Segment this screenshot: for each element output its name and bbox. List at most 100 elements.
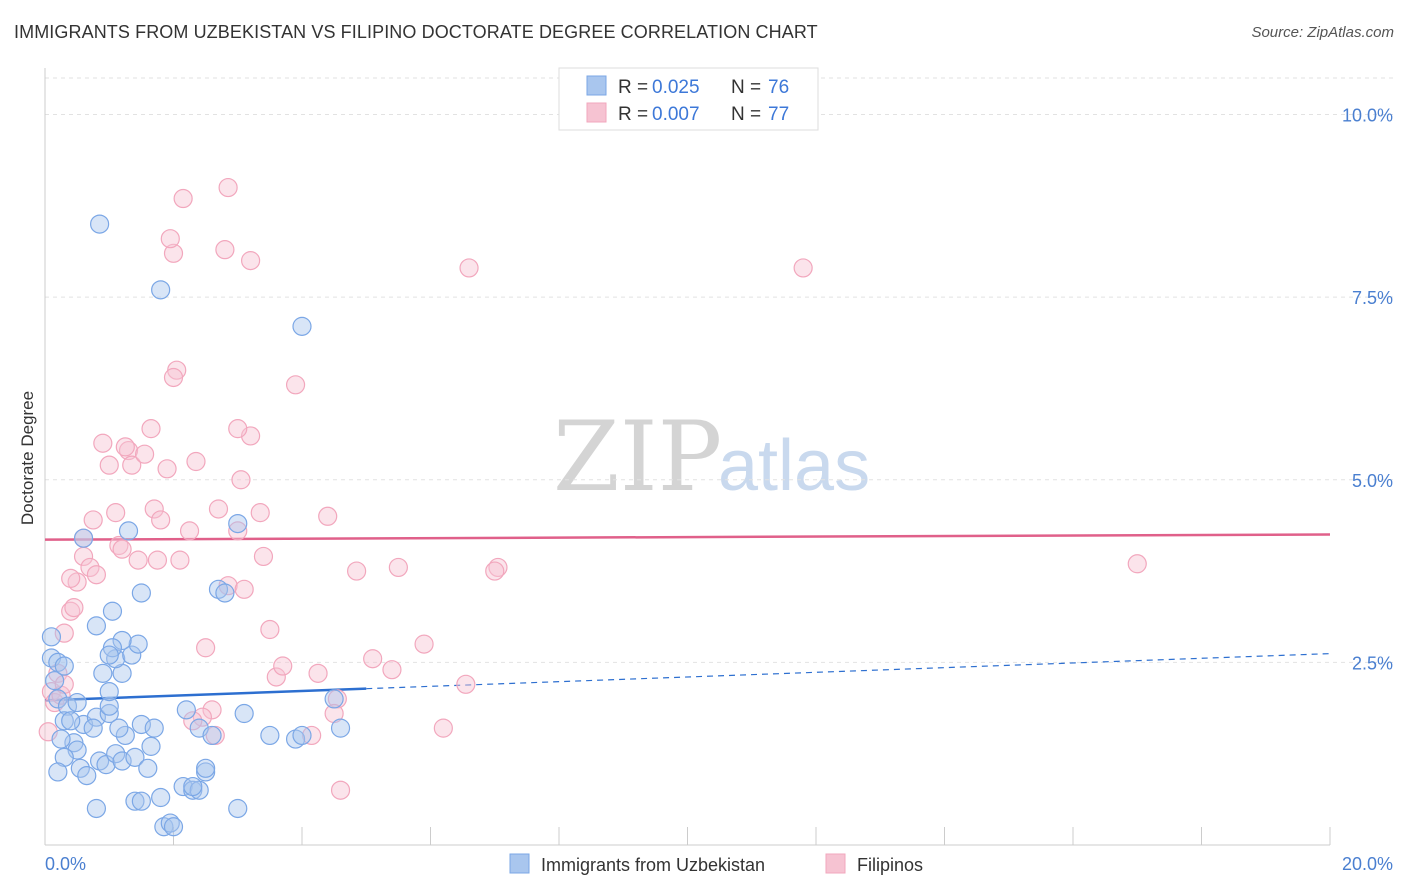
point-uzbekistan [90, 751, 110, 771]
point-uzbekistan [285, 729, 306, 749]
point-filipinos [231, 470, 251, 490]
point-filipinos [106, 503, 126, 523]
point-uzbekistan [118, 521, 139, 541]
point-uzbekistan [57, 696, 78, 716]
axes: 2.5% 5.0% 7.5% 10.0% 0.0% 20.0% [44, 68, 1393, 874]
point-filipinos [228, 419, 248, 439]
point-filipinos [208, 499, 229, 519]
legend-n-label: N = [731, 77, 761, 98]
point-uzbekistan [160, 813, 180, 833]
source-credit: Source: ZipAtlas.com [1251, 24, 1394, 41]
point-filipinos [192, 707, 213, 727]
point-filipinos [253, 546, 274, 567]
legend-n-value: 76 [768, 77, 789, 98]
point-filipinos [86, 565, 107, 585]
point-uzbekistan [99, 681, 119, 702]
point-filipinos [186, 451, 206, 472]
point-uzbekistan [154, 817, 174, 837]
point-uzbekistan [183, 776, 203, 797]
point-uzbekistan [51, 729, 71, 749]
point-uzbekistan [228, 513, 248, 534]
point-uzbekistan [54, 711, 74, 731]
point-filipinos [163, 243, 184, 263]
watermark: ZIP atlas [553, 401, 870, 513]
point-uzbekistan [86, 616, 107, 636]
point-filipinos [134, 444, 155, 464]
point-filipinos [144, 499, 164, 519]
y-tick-label: 7.5% [1352, 288, 1393, 308]
legend-swatch-filipinos [586, 102, 607, 123]
point-filipinos [302, 725, 322, 746]
point-filipinos [388, 557, 408, 578]
point-uzbekistan [144, 718, 164, 738]
point-filipinos [234, 579, 254, 599]
point-filipinos [433, 718, 453, 738]
point-uzbekistan [260, 725, 280, 746]
point-uzbekistan [93, 663, 113, 683]
point-uzbekistan [208, 579, 229, 599]
point-filipinos [67, 572, 87, 592]
point-filipinos [183, 711, 203, 731]
bottom-legend-label-uzbekistan: Immigrants from Uzbekistan [541, 855, 765, 875]
bottom-legend-swatch-uzbekistan [509, 853, 530, 874]
point-filipinos [363, 649, 383, 669]
point-uzbekistan [125, 791, 145, 811]
point-filipinos [260, 619, 280, 640]
x-tick-label: 20.0% [1342, 854, 1393, 874]
point-filipinos [83, 510, 103, 530]
point-filipinos [250, 503, 270, 523]
watermark-zip: ZIP [553, 401, 722, 513]
point-filipinos [160, 229, 180, 249]
legend-swatch-uzbekistan [586, 75, 607, 96]
point-filipinos [196, 638, 216, 658]
point-uzbekistan [83, 718, 103, 738]
point-filipinos [163, 367, 184, 388]
point-uzbekistan [109, 718, 129, 738]
point-filipinos [109, 535, 129, 556]
point-filipinos [147, 550, 168, 570]
point-uzbekistan [141, 736, 161, 756]
point-uzbekistan [189, 780, 209, 800]
grid-lines [45, 77, 1395, 663]
point-filipinos [485, 561, 505, 581]
trend-line-uzbekistan [44, 687, 367, 702]
point-uzbekistan [67, 692, 87, 713]
point-filipinos [793, 258, 813, 278]
trend-line-uzbekistan-extension [366, 653, 1331, 690]
legend-n-value: 77 [768, 104, 789, 125]
point-filipinos [414, 634, 434, 654]
point-uzbekistan [234, 703, 254, 724]
trend-lines [44, 533, 1331, 702]
point-uzbekistan [106, 744, 126, 764]
point-uzbekistan [151, 787, 171, 808]
point-uzbekistan [292, 725, 312, 746]
point-filipinos [45, 692, 65, 713]
point-filipinos [122, 455, 142, 475]
point-filipinos [382, 660, 402, 680]
point-uzbekistan [151, 280, 171, 300]
point-filipinos [54, 623, 74, 643]
point-uzbekistan [73, 528, 94, 548]
point-uzbekistan [77, 766, 97, 786]
bottom-legend: Immigrants from Uzbekistan Filipinos [509, 853, 923, 875]
watermark-atlas: atlas [718, 426, 870, 506]
point-filipinos [179, 521, 200, 541]
point-uzbekistan [86, 707, 107, 727]
bottom-legend-label-filipinos: Filipinos [857, 855, 923, 875]
point-filipinos [61, 601, 81, 621]
point-filipinos [61, 568, 81, 588]
point-filipinos [80, 557, 100, 578]
point-filipinos [459, 258, 479, 278]
bottom-legend-swatch-filipinos [825, 853, 846, 874]
point-filipinos [308, 663, 328, 683]
point-filipinos [173, 188, 193, 209]
point-filipinos [488, 557, 508, 578]
point-filipinos [266, 667, 286, 687]
point-filipinos [170, 550, 190, 570]
point-filipinos [318, 506, 338, 526]
point-uzbekistan [48, 762, 68, 782]
point-filipinos [112, 539, 132, 559]
point-filipinos [330, 780, 351, 800]
y-tick-label: 2.5% [1352, 653, 1393, 673]
